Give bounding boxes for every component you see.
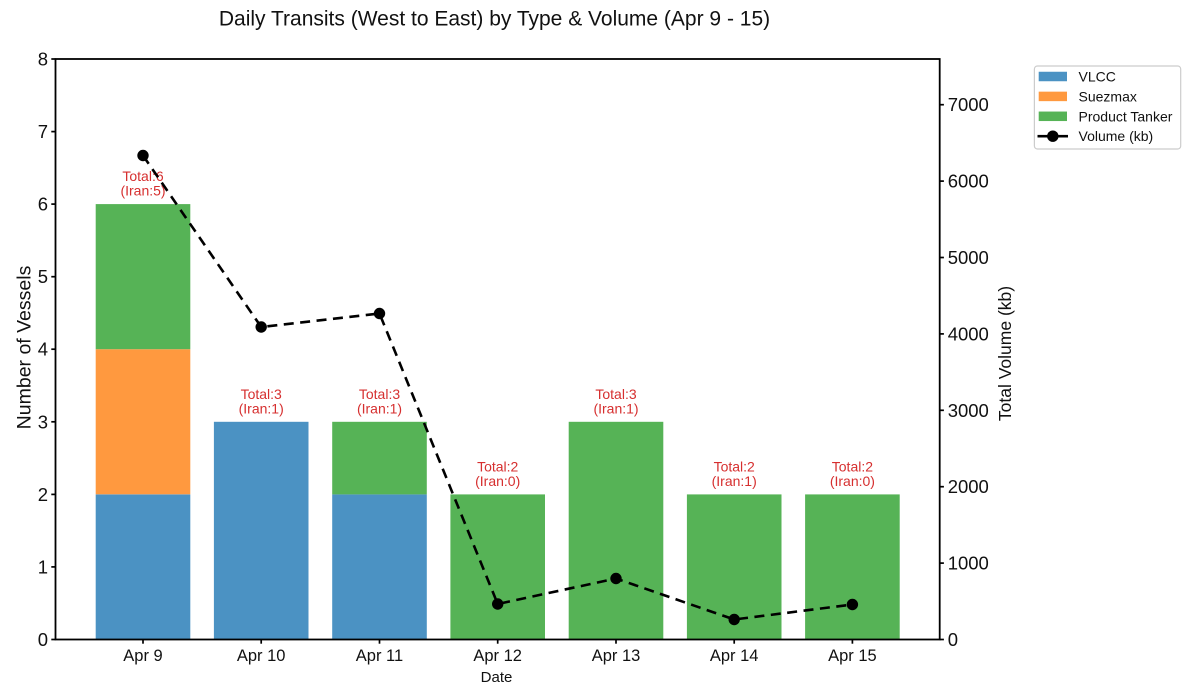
- svg-text:Total Volume (kb): Total Volume (kb): [995, 286, 1015, 421]
- svg-text:8: 8: [38, 49, 48, 70]
- svg-text:5000: 5000: [948, 247, 989, 268]
- svg-text:1: 1: [38, 556, 48, 577]
- svg-text:7: 7: [38, 121, 48, 142]
- svg-text:Number of Vessels: Number of Vessels: [14, 265, 36, 429]
- svg-text:0: 0: [948, 629, 958, 650]
- svg-text:Apr 12: Apr 12: [473, 647, 522, 665]
- svg-text:3000: 3000: [948, 400, 989, 421]
- svg-text:6000: 6000: [948, 171, 989, 192]
- svg-text:(Iran:1): (Iran:1): [357, 400, 402, 416]
- svg-text:Suezmax: Suezmax: [1079, 88, 1137, 104]
- svg-text:Apr 11: Apr 11: [356, 647, 403, 665]
- svg-text:Apr 9: Apr 9: [123, 647, 162, 665]
- svg-text:Total:3: Total:3: [241, 386, 282, 402]
- svg-text:(Iran:1): (Iran:1): [239, 400, 284, 416]
- svg-text:Apr 10: Apr 10: [237, 647, 286, 665]
- svg-text:0: 0: [38, 629, 48, 650]
- svg-text:3: 3: [38, 411, 48, 432]
- svg-text:2: 2: [38, 484, 48, 505]
- svg-text:2000: 2000: [948, 476, 989, 497]
- svg-text:VLCC: VLCC: [1079, 69, 1116, 85]
- svg-text:(Iran:5): (Iran:5): [120, 183, 165, 199]
- svg-text:(Iran:0): (Iran:0): [475, 473, 520, 489]
- svg-text:6: 6: [38, 194, 48, 215]
- svg-text:Volume (kb): Volume (kb): [1079, 128, 1154, 144]
- svg-text:Total:2: Total:2: [714, 458, 755, 474]
- svg-text:7000: 7000: [948, 94, 989, 115]
- svg-text:Apr 13: Apr 13: [592, 647, 641, 665]
- svg-text:(Iran:1): (Iran:1): [593, 400, 638, 416]
- svg-text:Apr 14: Apr 14: [710, 647, 759, 665]
- svg-text:4000: 4000: [948, 323, 989, 344]
- svg-text:Daily Transits (West to East): Daily Transits (West to East) by Type & …: [219, 8, 770, 31]
- svg-text:Total:3: Total:3: [595, 386, 636, 402]
- svg-text:4: 4: [38, 339, 48, 360]
- svg-text:Total:3: Total:3: [359, 386, 400, 402]
- svg-text:(Iran:1): (Iran:1): [712, 473, 757, 489]
- svg-text:Apr 15: Apr 15: [828, 647, 877, 665]
- svg-text:Total:2: Total:2: [832, 458, 873, 474]
- svg-text:(Iran:0): (Iran:0): [830, 473, 875, 489]
- svg-text:Total:2: Total:2: [477, 458, 518, 474]
- svg-text:Product Tanker: Product Tanker: [1079, 108, 1173, 124]
- svg-text:5: 5: [38, 266, 48, 287]
- svg-text:Date: Date: [481, 669, 513, 686]
- svg-text:1000: 1000: [948, 553, 989, 574]
